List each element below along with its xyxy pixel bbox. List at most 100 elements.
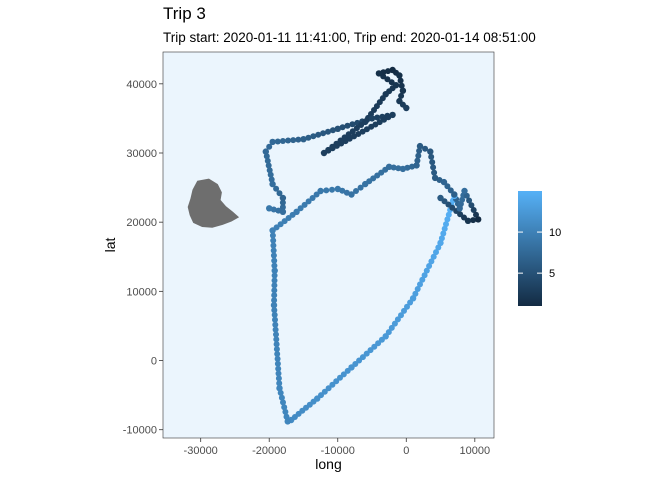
track-point bbox=[398, 82, 405, 89]
track-point bbox=[398, 312, 404, 319]
track-point bbox=[398, 92, 405, 99]
track-point bbox=[341, 134, 348, 141]
track-point bbox=[279, 204, 286, 211]
track-point bbox=[325, 385, 332, 392]
y-tick-label: 0 bbox=[151, 356, 157, 368]
data-point bbox=[451, 191, 458, 198]
track-point bbox=[272, 316, 278, 323]
track-point bbox=[388, 324, 395, 331]
x-tick-label: -10000 bbox=[321, 445, 355, 457]
track-point bbox=[275, 375, 282, 382]
track-point bbox=[404, 303, 410, 310]
track-point bbox=[422, 145, 429, 152]
track-point bbox=[266, 167, 273, 174]
track-point bbox=[419, 276, 426, 283]
data-point bbox=[293, 208, 300, 215]
track-point bbox=[397, 77, 404, 84]
data-point bbox=[270, 302, 278, 309]
track-point bbox=[473, 211, 479, 218]
track-point bbox=[414, 157, 421, 164]
track-point bbox=[345, 131, 352, 138]
track-point bbox=[329, 186, 335, 193]
track-point bbox=[273, 346, 280, 353]
data-point bbox=[320, 149, 328, 157]
track-point bbox=[391, 320, 398, 327]
track-point bbox=[273, 341, 280, 348]
track-point bbox=[270, 252, 277, 259]
data-point bbox=[300, 136, 307, 143]
y-tick-label: 40000 bbox=[126, 79, 157, 91]
track-point bbox=[428, 258, 435, 265]
data-point bbox=[334, 185, 341, 193]
data-point bbox=[368, 115, 376, 122]
plot-panel bbox=[162, 51, 495, 439]
track-point bbox=[301, 201, 308, 208]
data-point bbox=[382, 333, 389, 340]
track-point bbox=[423, 267, 430, 274]
track-point bbox=[357, 184, 364, 191]
track-point bbox=[325, 128, 331, 135]
track-point bbox=[274, 355, 281, 362]
track-point bbox=[280, 399, 286, 406]
track-point bbox=[272, 321, 279, 328]
land-mass bbox=[187, 178, 240, 228]
data-point bbox=[279, 194, 287, 202]
track-point bbox=[463, 192, 470, 199]
track-point bbox=[269, 232, 276, 239]
track-point bbox=[290, 137, 297, 144]
track-point bbox=[384, 76, 391, 83]
track-point bbox=[374, 114, 381, 121]
data-point bbox=[409, 295, 417, 302]
data-point bbox=[399, 87, 407, 94]
track-point bbox=[329, 127, 336, 134]
track-point bbox=[353, 188, 359, 194]
data-point bbox=[266, 205, 273, 212]
data-point bbox=[276, 385, 283, 392]
track-point bbox=[320, 130, 327, 137]
track-point bbox=[416, 147, 423, 154]
track-point bbox=[263, 153, 270, 160]
colorbar-tick-label: 10 bbox=[549, 227, 561, 239]
data-point bbox=[348, 364, 355, 371]
track-point bbox=[275, 365, 282, 372]
track-point bbox=[323, 187, 330, 194]
track-point bbox=[329, 381, 336, 388]
track-point bbox=[271, 287, 278, 294]
track-point bbox=[426, 263, 433, 269]
data-point bbox=[413, 162, 420, 169]
track-point bbox=[265, 162, 272, 169]
track-point bbox=[274, 351, 281, 357]
track-point bbox=[272, 326, 279, 333]
track-point bbox=[444, 216, 451, 223]
track-point bbox=[430, 253, 437, 260]
track-point bbox=[270, 237, 277, 244]
track-point bbox=[438, 235, 445, 242]
y-axis: -10000 0 10000 20000 30000 40000 bbox=[123, 79, 163, 437]
track-point bbox=[282, 408, 289, 415]
track-point bbox=[429, 159, 436, 166]
x-axis-title: long bbox=[315, 456, 341, 472]
track-point bbox=[271, 292, 278, 299]
x-tick-label: 10000 bbox=[460, 445, 491, 457]
track-point bbox=[470, 217, 477, 224]
track-point bbox=[468, 202, 475, 209]
data-point bbox=[317, 187, 324, 195]
data-point bbox=[396, 72, 403, 79]
x-tick-label: 0 bbox=[403, 445, 409, 457]
track-point bbox=[428, 153, 435, 160]
colorbar-gradient bbox=[518, 191, 542, 306]
track-point bbox=[267, 171, 274, 178]
data-point bbox=[269, 180, 276, 188]
track-point bbox=[270, 242, 277, 249]
track-point bbox=[329, 143, 336, 150]
track-point bbox=[273, 331, 279, 338]
track-point bbox=[433, 249, 439, 256]
track-point bbox=[271, 257, 278, 264]
track-point bbox=[297, 205, 304, 212]
colorbar-tick-label: 5 bbox=[549, 268, 555, 280]
track-point bbox=[344, 122, 351, 129]
track-point bbox=[266, 143, 273, 150]
data-point bbox=[385, 163, 393, 170]
track-point bbox=[363, 350, 370, 357]
track-point bbox=[305, 198, 312, 205]
